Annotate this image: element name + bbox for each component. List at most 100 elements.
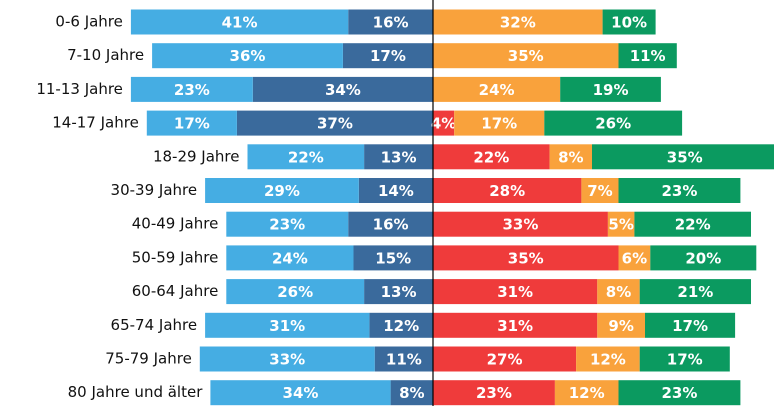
category-label: 50-59 Jahre xyxy=(132,248,219,266)
value-label: 16% xyxy=(373,14,409,32)
value-label: 17% xyxy=(481,115,517,133)
category-label: 80 Jahre und älter xyxy=(68,383,204,401)
category-label: 0-6 Jahre xyxy=(55,13,122,31)
value-label: 8% xyxy=(399,384,424,402)
category-label: 14-17 Jahre xyxy=(52,114,139,132)
category-label: 60-64 Jahre xyxy=(132,282,219,300)
value-label: 13% xyxy=(381,283,417,301)
bar-segment xyxy=(639,346,730,372)
category-label: 7-10 Jahre xyxy=(67,46,144,64)
bar-segment xyxy=(618,178,741,203)
bar-segment xyxy=(549,144,592,170)
value-label: 41% xyxy=(222,14,258,32)
value-label: 27% xyxy=(487,351,523,369)
value-label: 26% xyxy=(595,115,631,133)
value-label: 33% xyxy=(269,351,305,369)
category-label: 65-74 Jahre xyxy=(111,316,198,334)
value-label: 22% xyxy=(473,148,509,166)
bar-segment xyxy=(369,312,433,338)
value-label: 4% xyxy=(431,115,456,133)
bar-segment xyxy=(342,43,433,69)
value-label: 12% xyxy=(590,351,626,369)
bar-segment xyxy=(205,312,370,338)
bar-segment xyxy=(433,245,619,271)
value-label: 7% xyxy=(587,182,612,200)
bar-segment xyxy=(433,76,561,102)
bar-segment xyxy=(433,312,598,338)
bar-segment xyxy=(226,279,365,305)
bar-segment xyxy=(650,245,757,271)
value-label: 11% xyxy=(386,351,422,369)
bar-segment xyxy=(152,43,343,69)
bar-segment xyxy=(433,43,619,69)
value-label: 33% xyxy=(502,216,538,234)
value-label: 23% xyxy=(174,81,210,99)
value-label: 16% xyxy=(373,216,409,234)
bar-segment xyxy=(597,279,640,305)
value-label: 35% xyxy=(508,249,544,267)
bar-segment xyxy=(146,110,237,136)
value-label: 19% xyxy=(593,81,629,99)
value-label: 17% xyxy=(672,317,708,335)
value-label: 22% xyxy=(288,148,324,166)
value-label: 12% xyxy=(569,384,605,402)
value-label: 28% xyxy=(489,182,525,200)
bar-segment xyxy=(348,211,433,237)
bar-segment xyxy=(554,380,619,406)
value-label: 8% xyxy=(558,148,583,166)
value-label: 17% xyxy=(667,351,703,369)
bar-segment xyxy=(433,279,598,305)
value-label: 11% xyxy=(630,47,666,65)
bar-segment xyxy=(433,110,455,136)
bar-segment xyxy=(433,144,550,170)
category-label: 11-13 Jahre xyxy=(36,80,123,98)
value-label: 31% xyxy=(269,317,305,335)
value-label: 34% xyxy=(283,384,319,402)
category-label: 40-49 Jahre xyxy=(132,215,219,233)
value-label: 8% xyxy=(606,283,631,301)
value-label: 22% xyxy=(675,216,711,234)
value-label: 23% xyxy=(661,182,697,200)
bar-segment xyxy=(576,346,640,372)
bar-segment xyxy=(433,9,603,35)
value-label: 23% xyxy=(661,384,697,402)
bar-segment xyxy=(205,178,359,203)
bar-segment xyxy=(597,312,645,338)
bar-segment xyxy=(199,346,375,372)
bar-segment xyxy=(544,110,683,136)
bar-segment xyxy=(618,380,741,406)
bar-segment xyxy=(592,144,774,170)
value-label: 15% xyxy=(375,249,411,267)
value-label: 31% xyxy=(497,317,533,335)
bar-segment xyxy=(390,380,433,406)
bar-segment xyxy=(602,9,656,35)
value-label: 32% xyxy=(500,14,536,32)
value-label: 34% xyxy=(325,81,361,99)
value-label: 37% xyxy=(317,115,353,133)
value-label: 35% xyxy=(508,47,544,65)
bar-segment xyxy=(236,110,433,136)
bar-segment xyxy=(226,211,349,237)
bar-segment xyxy=(130,76,253,102)
value-label: 24% xyxy=(479,81,515,99)
value-label: 14% xyxy=(378,182,414,200)
value-label: 35% xyxy=(667,148,703,166)
value-label: 23% xyxy=(476,384,512,402)
bar-segment xyxy=(358,178,433,203)
bar-segment xyxy=(433,380,555,406)
bar-segment xyxy=(433,211,608,237)
bar-segment xyxy=(364,144,433,170)
value-label: 10% xyxy=(611,14,647,32)
bar-segment xyxy=(634,211,751,237)
category-label: 75-79 Jahre xyxy=(105,350,192,368)
bar-segment xyxy=(639,279,751,305)
value-label: 6% xyxy=(622,249,647,267)
bar-segment xyxy=(560,76,661,102)
value-label: 31% xyxy=(497,283,533,301)
bar-segment xyxy=(433,346,577,372)
bar-segment xyxy=(433,178,582,203)
value-label: 17% xyxy=(174,115,210,133)
bar-segment xyxy=(454,110,545,136)
value-label: 12% xyxy=(383,317,419,335)
